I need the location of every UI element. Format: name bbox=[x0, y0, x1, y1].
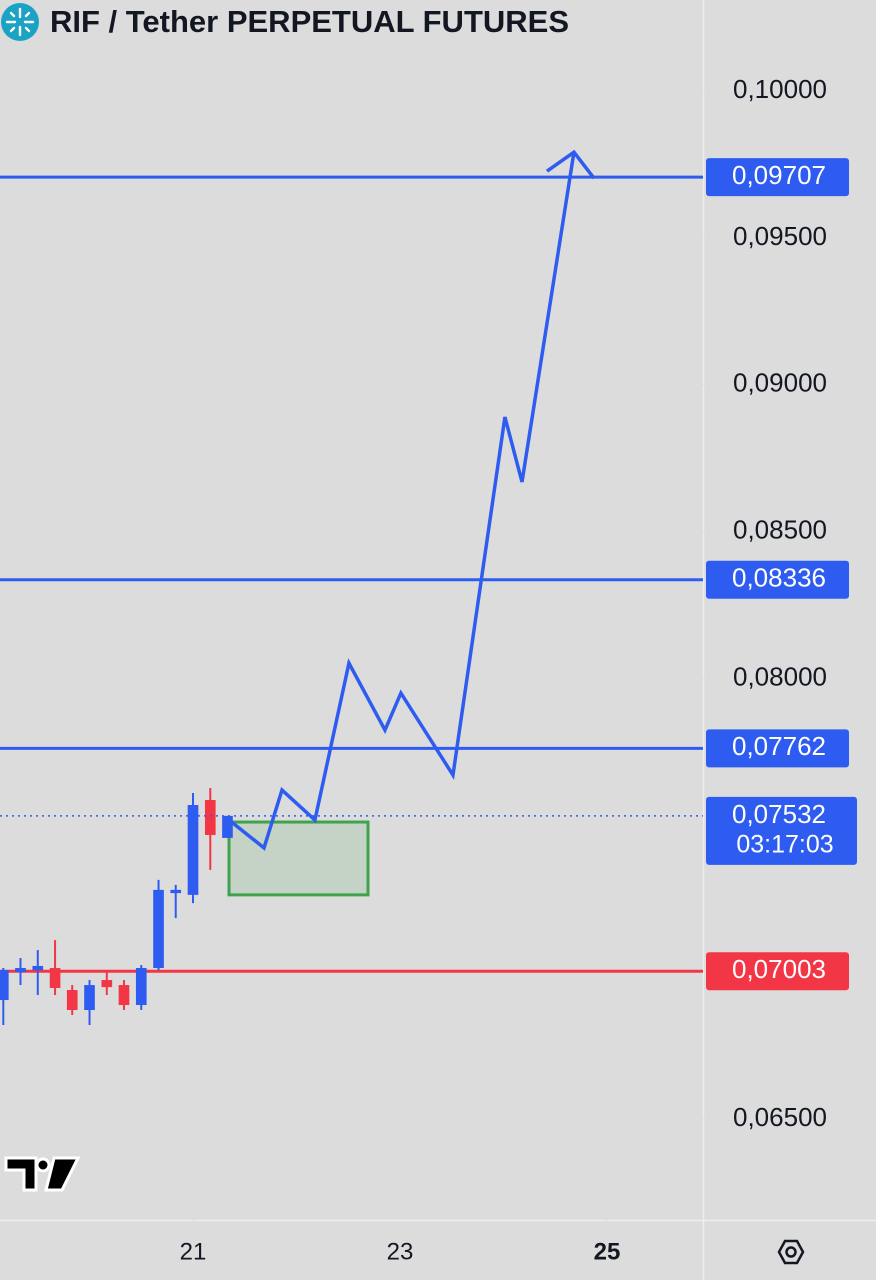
candle-body bbox=[118, 985, 130, 1006]
y-tick-label: 0,06500 bbox=[733, 1102, 827, 1132]
countdown-label: 03:17:03 bbox=[736, 830, 833, 858]
symbol-icon bbox=[1, 3, 39, 41]
level-tag-label: 0,07762 bbox=[732, 731, 826, 761]
zone-box bbox=[227, 820, 370, 897]
current-price-tag bbox=[706, 796, 857, 865]
y-tick-label: 0,09500 bbox=[733, 221, 827, 251]
y-tick-label: 0,09000 bbox=[733, 368, 827, 398]
candle-body bbox=[187, 805, 199, 895]
candle-body bbox=[32, 965, 44, 971]
level-tag bbox=[706, 729, 849, 768]
x-tick-label: 25 bbox=[594, 1238, 621, 1265]
projection-path bbox=[227, 151, 576, 851]
level-tag bbox=[706, 158, 849, 197]
level-tag bbox=[706, 952, 849, 991]
settings-button[interactable] bbox=[777, 1239, 805, 1265]
candle-body bbox=[0, 970, 9, 1001]
candle-body bbox=[49, 968, 61, 988]
candle-body bbox=[222, 815, 233, 838]
x-tick-label: 23 bbox=[387, 1238, 414, 1265]
y-tick-label: 0,08000 bbox=[733, 661, 827, 691]
candle-body bbox=[66, 990, 78, 1011]
candle-body bbox=[153, 889, 164, 969]
candle-body bbox=[15, 968, 26, 973]
level-tag-label: 0,07003 bbox=[732, 954, 826, 984]
projection-arrowhead bbox=[545, 149, 596, 180]
level-tag bbox=[706, 560, 849, 599]
y-tick-label: 0,08500 bbox=[733, 514, 827, 544]
candle-body bbox=[135, 968, 147, 1006]
plot-area bbox=[0, 149, 703, 1025]
current-price-label: 0,07532 bbox=[732, 799, 826, 829]
candle-body bbox=[84, 985, 95, 1011]
x-tick-label: 21 bbox=[180, 1238, 207, 1265]
y-tick-label: 0,10000 bbox=[733, 74, 827, 104]
level-tag-label: 0,09707 bbox=[732, 160, 826, 190]
candle-body bbox=[204, 800, 216, 835]
chart-title: RIF / Tether PERPETUAL FUTURES bbox=[50, 4, 569, 39]
candle-body bbox=[170, 889, 182, 894]
level-tag-label: 0,08336 bbox=[732, 563, 826, 593]
candle-body bbox=[101, 980, 113, 988]
tv-logo bbox=[4, 1156, 81, 1192]
